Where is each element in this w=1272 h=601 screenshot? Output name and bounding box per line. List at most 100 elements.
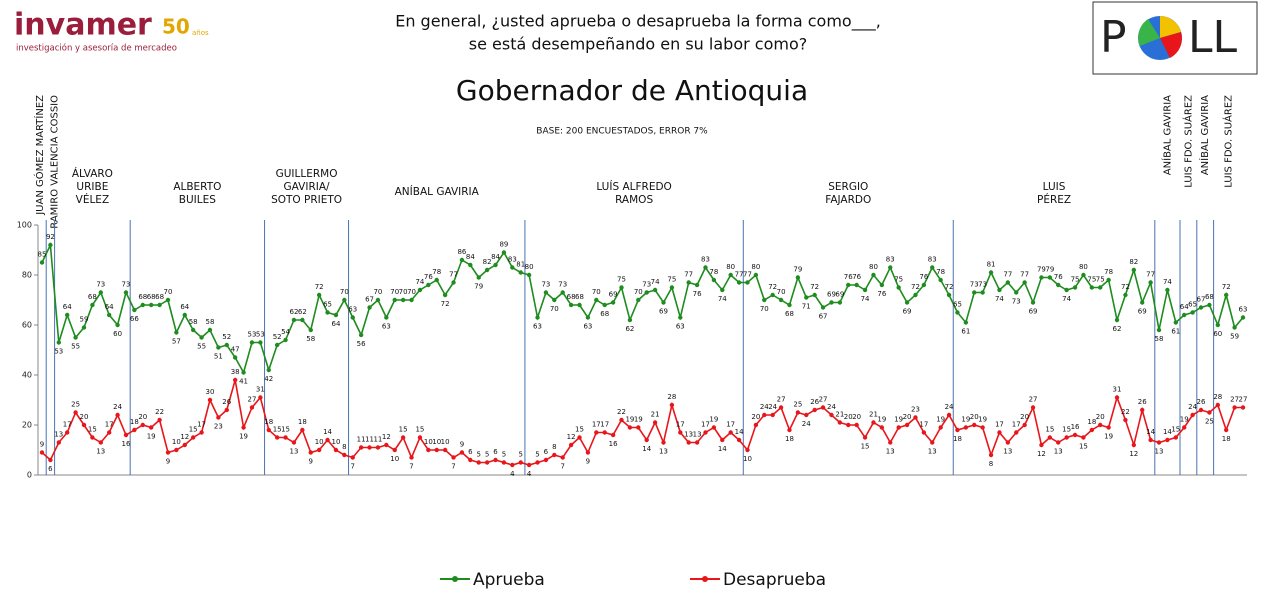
data-label: 62	[1113, 325, 1122, 333]
period-label: PÉREZ	[1037, 193, 1071, 206]
point	[392, 297, 397, 303]
data-label: 62	[289, 308, 298, 316]
data-label: 53	[256, 331, 265, 339]
data-label: 5	[502, 451, 506, 459]
point	[703, 265, 708, 270]
period-label: FAJARDO	[825, 194, 871, 206]
period-label: GUILLERMO	[276, 168, 338, 180]
point	[854, 282, 859, 288]
data-label: 24	[113, 403, 122, 411]
data-label: 79	[474, 283, 483, 291]
data-label: 63	[533, 323, 542, 331]
data-label: 63	[1239, 306, 1248, 314]
data-label: 28	[1213, 393, 1222, 401]
data-label: 17	[726, 421, 735, 429]
point	[56, 440, 61, 445]
point	[871, 272, 876, 278]
point	[1089, 427, 1095, 433]
point	[1165, 437, 1170, 443]
point	[518, 270, 523, 275]
data-label: 80	[751, 263, 760, 271]
data-label: 28	[667, 393, 676, 401]
data-label: 4	[527, 470, 532, 478]
point	[694, 440, 700, 445]
data-label: 81	[516, 261, 525, 269]
point	[484, 267, 490, 273]
point	[409, 455, 414, 460]
data-label: 22	[155, 408, 164, 416]
data-label: 64	[331, 320, 340, 328]
point	[48, 457, 53, 463]
period-label: JUAN GÓMEZ MARTÍNEZ	[33, 95, 46, 216]
point	[1098, 422, 1103, 428]
data-label: 13	[928, 448, 937, 456]
data-label: 9	[460, 441, 464, 449]
point	[1114, 317, 1120, 323]
data-label: 72	[810, 283, 819, 291]
question: En general, ¿usted aprueba o desaprueba …	[395, 12, 881, 32]
point	[619, 285, 624, 290]
point	[854, 422, 859, 428]
point	[762, 297, 767, 303]
point	[745, 280, 750, 285]
data-label: 80	[726, 263, 735, 271]
point	[442, 292, 448, 298]
data-label: 24	[1188, 403, 1197, 411]
data-label: 53	[248, 331, 257, 339]
point	[350, 315, 355, 320]
data-label: 77	[1020, 271, 1029, 279]
data-label: 77	[743, 271, 752, 279]
point	[568, 302, 574, 308]
data-label: 20	[970, 413, 979, 421]
data-label: 69	[1029, 308, 1038, 316]
y-tick-label: 100	[17, 221, 32, 230]
point	[1173, 435, 1179, 440]
data-label: 69	[659, 308, 668, 316]
point	[409, 297, 414, 303]
data-label: 18	[264, 418, 273, 426]
point	[619, 417, 624, 423]
point	[1156, 327, 1162, 333]
data-label: 89	[499, 241, 508, 249]
data-label: 78	[936, 268, 945, 276]
data-label: 47	[231, 346, 240, 354]
data-label: 74	[651, 278, 660, 286]
logo-letter: P	[1100, 12, 1127, 63]
point	[678, 430, 683, 435]
data-label: 75	[667, 276, 676, 284]
point	[165, 450, 171, 455]
data-label: 65	[323, 301, 332, 309]
data-label: 70	[373, 288, 382, 296]
data-label: 63	[583, 323, 592, 331]
point	[510, 462, 515, 468]
point	[930, 265, 935, 270]
logo-pie	[1138, 19, 1160, 46]
data-label: 77	[684, 271, 693, 279]
period-label: ANÍBAL GAVIRIA	[395, 185, 480, 198]
data-label: 77	[1146, 271, 1155, 279]
data-label: 67	[1197, 296, 1206, 304]
data-label: 15	[88, 426, 97, 434]
data-label: 10	[441, 438, 450, 446]
point	[325, 310, 330, 315]
point	[913, 415, 918, 420]
data-label: 55	[197, 343, 206, 351]
point	[795, 410, 801, 415]
data-label: 13	[1054, 448, 1063, 456]
data-label: 9	[586, 458, 590, 466]
data-label: 69	[835, 291, 844, 299]
data-label: 18	[130, 418, 139, 426]
data-label: 22	[617, 408, 626, 416]
data-label: 68	[785, 310, 794, 318]
data-label: 77	[449, 271, 458, 279]
data-label: 75	[1071, 276, 1080, 284]
point	[468, 457, 473, 463]
point	[955, 310, 960, 315]
data-label: 12	[180, 433, 189, 441]
data-label: 19	[978, 416, 987, 424]
point	[1207, 410, 1212, 415]
point	[669, 402, 675, 408]
point	[997, 430, 1002, 435]
point	[627, 425, 633, 430]
point	[577, 302, 582, 308]
